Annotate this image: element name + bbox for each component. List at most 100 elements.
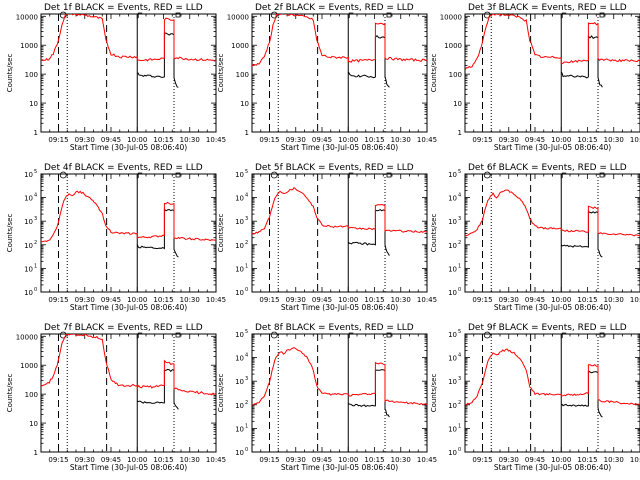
x-tick-label: 10:30 [180, 456, 200, 464]
y-tick-label: 10000 [440, 13, 462, 21]
x-tick-label: 10:45 [206, 296, 226, 304]
y-tick-label: 10 [448, 449, 457, 457]
x-tick-label: 10:45 [206, 136, 226, 144]
square-marker-icon [175, 172, 181, 178]
bracket-marker-icon [348, 172, 354, 178]
bracket-marker-icon [348, 332, 354, 338]
x-tick-label: 10:15 [153, 456, 173, 464]
x-axis-title: Start Time (30-Jul-05 08:06:40) [70, 463, 187, 472]
x-tick-label: 10:15 [364, 296, 384, 304]
x-tick-label: 10:30 [604, 136, 624, 144]
square-marker-icon [386, 172, 392, 178]
y-tick-exponent: 5 [245, 329, 248, 335]
y-tick-label: 100 [25, 391, 38, 399]
y-tick-exponent: 5 [245, 169, 248, 175]
y-axis-label: Counts/sec [217, 214, 225, 253]
y-tick-label: 10 [453, 100, 462, 108]
x-tick-label: 09:30 [286, 296, 306, 304]
x-tick-label: 10:30 [180, 296, 200, 304]
square-marker-icon [599, 172, 605, 178]
x-tick-label: 09:45 [312, 136, 332, 144]
y-tick-exponent: 4 [245, 353, 248, 359]
plot-frame [40, 333, 217, 453]
y-axis-label: Counts/sec [217, 54, 225, 93]
x-tick-label: 09:30 [499, 296, 519, 304]
x-tick-label: 09:45 [525, 136, 545, 144]
y-tick-label: 10 [235, 265, 244, 273]
y-tick-label: 10 [448, 289, 457, 297]
plot-frame [251, 333, 428, 453]
y-tick-label: 10 [24, 218, 33, 226]
y-tick-label: 10 [235, 242, 244, 250]
y-tick-label: 10 [240, 100, 249, 108]
y-tick-exponent: 1 [34, 263, 37, 269]
plot-frame [464, 173, 640, 293]
y-tick-label: 10 [29, 420, 38, 428]
y-tick-label: 10 [235, 289, 244, 297]
y-tick-label: 1 [34, 129, 38, 137]
y-tick-exponent: 3 [458, 376, 461, 382]
circle-marker-icon [59, 11, 67, 19]
y-tick-exponent: 0 [245, 287, 248, 293]
y-tick-label: 10 [448, 378, 457, 386]
detector-panel-7: Det 7f BLACK = Events, RED = LLD Counts/s… [6, 323, 226, 472]
x-tick-label: 09:30 [75, 456, 95, 464]
lld-series-line [41, 190, 216, 243]
x-tick-label: 10:45 [630, 136, 640, 144]
y-tick-exponent: 5 [34, 169, 37, 175]
events-series-line [347, 209, 390, 256]
x-tick-label: 09:15 [472, 296, 492, 304]
y-tick-exponent: 1 [245, 263, 248, 269]
x-axis-title: Start Time (30-Jul-05 08:06:40) [281, 143, 398, 152]
plot-frame [464, 13, 640, 133]
y-tick-exponent: 3 [245, 216, 248, 222]
y-tick-exponent: 5 [458, 329, 461, 335]
x-tick-label: 09:15 [48, 456, 68, 464]
y-tick-label: 10 [448, 171, 457, 179]
y-tick-exponent: 2 [245, 240, 248, 246]
y-tick-label: 100 [25, 71, 38, 79]
x-tick-label: 10:00 [127, 296, 147, 304]
events-series-line [137, 368, 179, 410]
detector-panel-4: Det 4f BLACK = Events, RED = LLD Counts/s… [6, 163, 226, 312]
lld-series-line [252, 14, 427, 67]
y-tick-exponent: 3 [34, 216, 37, 222]
y-tick-label: 10 [24, 195, 33, 203]
x-tick-label: 10:15 [364, 456, 384, 464]
y-tick-label: 100 [449, 71, 462, 79]
x-tick-label: 10:15 [153, 136, 173, 144]
y-tick-exponent: 2 [458, 400, 461, 406]
y-tick-label: 10 [235, 402, 244, 410]
x-tick-label: 10:45 [630, 296, 640, 304]
y-tick-label: 10 [235, 355, 244, 363]
y-tick-exponent: 1 [458, 263, 461, 269]
events-series-line [348, 369, 390, 418]
y-tick-label: 10 [235, 331, 244, 339]
circle-marker-icon [59, 171, 67, 179]
y-tick-label: 10 [29, 100, 38, 108]
y-tick-label: 10 [448, 425, 457, 433]
events-series-line [347, 34, 390, 88]
plot-frame [40, 13, 217, 133]
y-tick-label: 10 [235, 425, 244, 433]
bracket-marker-icon [137, 172, 143, 178]
events-series-line [560, 210, 603, 258]
x-tick-label: 09:30 [499, 136, 519, 144]
y-tick-label: 1000 [20, 42, 38, 50]
y-tick-label: 10000 [227, 13, 249, 21]
x-axis-title: Start Time (30-Jul-05 08:06:40) [494, 303, 611, 312]
x-tick-label: 09:45 [525, 456, 545, 464]
x-tick-label: 10:00 [551, 296, 571, 304]
square-marker-icon [599, 332, 605, 338]
plot-frame [464, 333, 640, 453]
detector-panel-8: Det 8f BLACK = Events, RED = LLD Counts/s… [217, 323, 437, 472]
x-tick-label: 10:30 [604, 456, 624, 464]
y-tick-exponent: 2 [34, 240, 37, 246]
y-tick-exponent: 5 [458, 169, 461, 175]
x-tick-label: 09:30 [75, 296, 95, 304]
square-marker-icon [386, 12, 392, 18]
bracket-marker-icon [561, 12, 567, 18]
lld-series-line [41, 334, 216, 396]
bracket-marker-icon [561, 332, 567, 338]
x-axis-title: Start Time (30-Jul-05 08:06:40) [70, 143, 187, 152]
